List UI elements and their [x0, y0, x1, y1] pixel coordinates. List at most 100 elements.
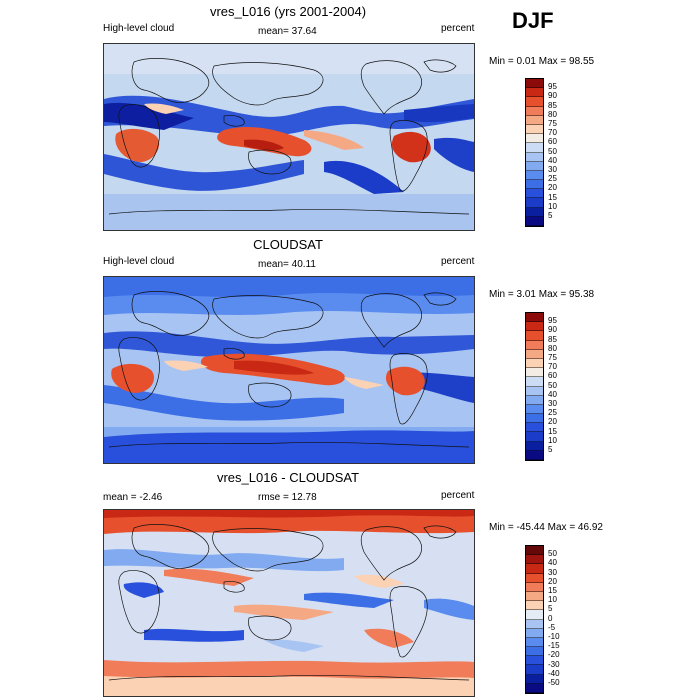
- colorbar-swatch: [526, 414, 543, 424]
- colorbar-tick-label: 90: [548, 325, 557, 335]
- panel3-rmse-label: rmse = 12.78: [258, 492, 317, 503]
- colorbar-tick-label: 85: [548, 334, 557, 344]
- colorbar-swatch: [526, 450, 543, 460]
- colorbar-swatch: [526, 656, 543, 666]
- colorbar-tick-label: 5: [548, 445, 553, 454]
- panel1-map: [103, 43, 475, 231]
- panel3-minmax: Min = -45.44 Max = 46.92: [489, 522, 603, 533]
- colorbar-swatch: [526, 555, 543, 565]
- colorbar-tick-label: -50: [548, 678, 560, 687]
- panel2-minmax: Min = 3.01 Max = 95.38: [489, 289, 595, 300]
- colorbar-swatch: [526, 610, 543, 620]
- colorbar-tick-label: 30: [548, 165, 557, 174]
- colorbar-tick-label: 0: [548, 613, 553, 623]
- colorbar-swatch: [526, 564, 543, 574]
- colorbar-swatch: [526, 573, 543, 583]
- colorbar-tick-label: 80: [548, 109, 557, 119]
- colorbar-swatch: [526, 322, 543, 332]
- colorbar-tick-label: 15: [548, 586, 557, 595]
- colorbar-tick-label: 20: [548, 417, 557, 427]
- panel2-colorbar: [525, 312, 544, 461]
- colorbar-tick-label: 50: [548, 549, 557, 559]
- colorbar-swatch: [526, 591, 543, 602]
- colorbar-swatch: [526, 143, 543, 153]
- panel1-left-label: High-level cloud: [103, 23, 175, 34]
- panel1-title: vres_L016 (yrs 2001-2004): [209, 4, 367, 19]
- colorbar-tick-label: 5: [548, 604, 553, 614]
- colorbar-swatch: [526, 582, 543, 592]
- colorbar-tick-label: 60: [548, 371, 557, 381]
- colorbar-swatch: [526, 358, 543, 369]
- panel2-map-svg: [104, 277, 474, 463]
- colorbar-swatch: [526, 313, 543, 323]
- colorbar-swatch: [526, 180, 543, 190]
- colorbar-tick-label: -15: [548, 641, 560, 651]
- colorbar-swatch: [526, 161, 543, 171]
- colorbar-tick-label: 10: [548, 595, 557, 605]
- colorbar-swatch: [526, 404, 543, 415]
- colorbar-tick-label: 25: [548, 174, 557, 184]
- colorbar-tick-label: -5: [548, 622, 556, 632]
- colorbar-swatch: [526, 432, 543, 442]
- panel2-left-label: High-level cloud: [103, 256, 175, 267]
- colorbar-tick-label: -20: [548, 650, 560, 660]
- colorbar-swatch: [526, 647, 543, 657]
- colorbar-tick-label: 50: [548, 146, 557, 156]
- colorbar-swatch: [526, 207, 543, 217]
- colorbar-tick-label: 85: [548, 100, 557, 110]
- colorbar-tick-label: 80: [548, 343, 557, 353]
- colorbar-swatch: [526, 88, 543, 98]
- colorbar-tick-label: 75: [548, 119, 557, 128]
- colorbar-tick-label: 40: [548, 558, 557, 568]
- colorbar-tick-label: 10: [548, 435, 557, 445]
- colorbar-swatch: [526, 189, 543, 199]
- colorbar-swatch: [526, 628, 543, 638]
- colorbar-swatch: [526, 115, 543, 125]
- colorbar-tick-label: 90: [548, 91, 557, 101]
- colorbar-swatch: [526, 683, 543, 693]
- panel1-map-svg: [104, 44, 474, 230]
- colorbar-tick-label: 5: [548, 211, 553, 220]
- colorbar-tick-label: 25: [548, 408, 557, 418]
- colorbar-tick-label: 40: [548, 389, 557, 399]
- panel3-map-svg: [104, 510, 474, 696]
- colorbar-tick-label: -30: [548, 659, 560, 669]
- colorbar-tick-label: 95: [548, 316, 557, 326]
- colorbar-swatch: [526, 134, 543, 144]
- colorbar-tick-label: 10: [548, 201, 557, 211]
- colorbar-swatch: [526, 423, 543, 433]
- colorbar-tick-label: 20: [548, 576, 557, 586]
- colorbar-tick-label: 70: [548, 362, 557, 372]
- colorbar-swatch: [526, 395, 543, 405]
- colorbar-swatch: [526, 216, 543, 226]
- colorbar-swatch: [526, 124, 543, 135]
- panel3-units-label: percent: [441, 490, 475, 501]
- colorbar-swatch: [526, 546, 543, 556]
- colorbar-tick-label: 30: [548, 567, 557, 577]
- colorbar-swatch: [526, 198, 543, 208]
- colorbar-swatch: [526, 377, 543, 387]
- colorbar-tick-label: -10: [548, 632, 560, 641]
- panel1-units-label: percent: [441, 23, 475, 34]
- season-label: DJF: [512, 8, 554, 33]
- panel2-map: [103, 276, 475, 464]
- colorbar-tick-label: 60: [548, 137, 557, 147]
- panel3-mean-label: mean = -2.46: [103, 492, 163, 503]
- colorbar-swatch: [526, 441, 543, 451]
- colorbar-tick-label: 40: [548, 155, 557, 165]
- panel2-mean-label: mean= 40.11: [258, 259, 316, 270]
- colorbar-swatch: [526, 349, 543, 359]
- colorbar-swatch: [526, 106, 543, 116]
- colorbar-swatch: [526, 170, 543, 181]
- panel2-units-label: percent: [441, 256, 475, 267]
- colorbar-swatch: [526, 152, 543, 162]
- colorbar-swatch: [526, 601, 543, 611]
- colorbar-swatch: [526, 340, 543, 350]
- panel1-mean-label: mean= 37.64: [258, 26, 317, 37]
- colorbar-swatch: [526, 368, 543, 378]
- colorbar-tick-label: 20: [548, 183, 557, 193]
- colorbar-swatch: [526, 637, 543, 648]
- colorbar-tick-label: 15: [548, 192, 557, 202]
- colorbar-swatch: [526, 79, 543, 89]
- colorbar-swatch: [526, 331, 543, 341]
